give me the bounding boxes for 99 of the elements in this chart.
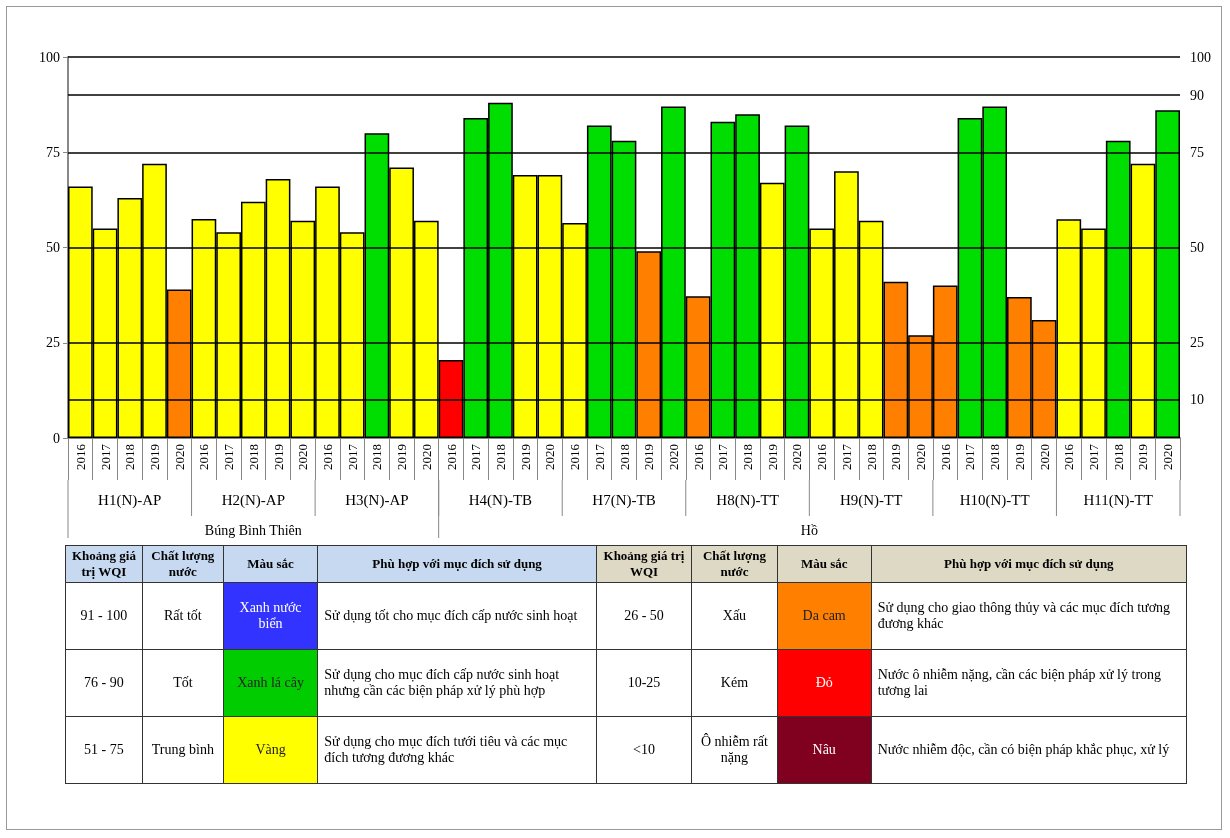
x-tick-label: 2019 (1011, 444, 1027, 470)
text: 76 - 90 (65, 649, 143, 717)
text: H11(N)-TT (1083, 492, 1153, 509)
x-tick-label: 2016 (814, 443, 830, 470)
x-tick-label: 2017 (1086, 443, 1102, 470)
text: Phù hợp với mục đích sử dụng (317, 545, 597, 583)
x-tick-label: 2017 (468, 443, 484, 470)
x-tick-label: 2016 (567, 443, 583, 470)
y-tick-label: 50 (46, 240, 60, 255)
text: Nước ô nhiễm nặng, cần các biện pháp xử lý trong tương lai (871, 649, 1187, 717)
x-tick-label: 2020 (1036, 444, 1052, 470)
text: <10 (596, 716, 692, 784)
text: Hồ (800, 522, 818, 538)
x-tick-label: 2016 (319, 443, 335, 470)
x-tick-label: 2017 (221, 443, 237, 470)
x-tick-label: 2018 (740, 444, 756, 470)
x-tick-label: 2020 (665, 444, 681, 470)
x-tick-label: 2019 (888, 444, 904, 470)
y-tick-label: 100 (39, 49, 60, 65)
text: Sử dụng cho mục đích cấp nước sinh hoạt nhưng cần các biện pháp xử lý phù hợp (317, 649, 597, 717)
y-tick-label: 0 (53, 430, 60, 446)
x-tick-label: 2018 (616, 444, 632, 470)
text: Xanh nước biển (223, 582, 318, 650)
text: Tốt (142, 649, 224, 717)
x-tick-label: 2019 (394, 444, 410, 470)
x-tick-label: 2019 (146, 444, 162, 470)
text: Đỏ (777, 649, 872, 717)
x-tick-label: 2016 (443, 443, 459, 470)
text: H1(N)-AP (98, 492, 162, 509)
text: Trung bình (142, 716, 224, 784)
y2-tick-label: 10 (1190, 392, 1204, 408)
y2-tick-label: 75 (1190, 144, 1204, 160)
x-tick-label: 2019 (1135, 444, 1151, 470)
x-tick-label: 2020 (1160, 444, 1176, 470)
text: Màu sắc (223, 545, 318, 583)
x-tick-label: 2016 (690, 443, 706, 470)
y2-tick-label: 90 (1190, 87, 1204, 103)
x-tick-label: 2019 (517, 444, 533, 470)
x-tick-label: 2017 (97, 443, 113, 470)
x-tick-label: 2020 (913, 444, 929, 470)
x-tick-label: 2018 (492, 444, 508, 470)
text: 26 - 50 (596, 582, 692, 650)
text: Màu sắc (777, 545, 872, 583)
x-tick-label: 2018 (245, 444, 261, 470)
text: Sử dụng cho mục đích tưới tiêu và các mục đích tương đương khác (317, 716, 597, 784)
text: Chất lượng nước (142, 545, 224, 583)
y2-tick-label: 25 (1190, 335, 1204, 351)
x-tick-label: 2018 (987, 444, 1003, 470)
x-tick-label: 2019 (641, 444, 657, 470)
text: H8(N)-TT (716, 492, 779, 509)
text: Kém (691, 649, 778, 717)
text: Da cam (777, 582, 872, 650)
text: 51 - 75 (65, 716, 143, 784)
text: Búng Bình Thiên (204, 522, 302, 538)
y2-tick-label: 50 (1190, 240, 1204, 255)
x-tick-label: 2016 (196, 443, 212, 470)
x-tick-label: 2016 (937, 443, 953, 470)
x-tick-label: 2018 (122, 444, 138, 470)
text: Sử dụng tốt cho mục đích cấp nước sinh hoạt (317, 582, 597, 650)
text: 91 - 100 (65, 582, 143, 650)
x-tick-label: 2020 (542, 444, 558, 470)
x-tick-label: 2018 (369, 444, 385, 470)
x-tick-label: 2017 (715, 443, 731, 470)
x-tick-label: 2019 (270, 444, 286, 470)
y2-tick-label: 100 (1190, 49, 1211, 65)
x-tick-label: 2020 (418, 444, 434, 470)
text: Ô nhiễm rất nặng (691, 716, 778, 784)
text: Nâu (777, 716, 872, 784)
x-tick-label: 2017 (962, 443, 978, 470)
text: Chất lượng nước (691, 545, 778, 583)
text: 10-25 (596, 649, 692, 717)
text: H9(N)-TT (839, 492, 903, 509)
x-tick-label: 2019 (764, 444, 780, 470)
text: H7(N)-TB (592, 492, 656, 509)
text: Xanh lá cây (223, 649, 318, 717)
text: Vàng (223, 716, 318, 784)
text: Nước nhiễm độc, cần có biện pháp khắc phục, xử lý (871, 716, 1187, 784)
text: Phù hợp với mục đích sử dụng (871, 545, 1187, 583)
y-tick-label: 75 (46, 144, 60, 160)
text: Khoảng giá trị WQI (65, 545, 143, 583)
text: H10(N)-TT (959, 492, 1030, 509)
x-tick-label: 2016 (72, 443, 88, 470)
x-tick-label: 2016 (1061, 443, 1077, 470)
x-tick-label: 2020 (789, 444, 805, 470)
text: H4(N)-TB (468, 492, 533, 509)
text: Sử dụng cho giao thông thủy và các mục đích tương đương khác (871, 582, 1187, 650)
x-tick-label: 2017 (591, 443, 607, 470)
text: H3(N)-AP (345, 492, 409, 509)
text: Rất tốt (142, 582, 224, 650)
x-tick-label: 2018 (863, 444, 879, 470)
text: Xấu (691, 582, 778, 650)
x-tick-label: 2017 (344, 443, 360, 470)
text: H2(N)-AP (221, 492, 285, 509)
y-tick-label: 25 (46, 335, 60, 351)
x-tick-label: 2017 (838, 443, 854, 470)
text: Khoảng giá trị WQI (596, 545, 692, 583)
x-tick-label: 2020 (171, 444, 187, 470)
x-tick-label: 2020 (295, 444, 311, 470)
x-tick-label: 2018 (1110, 444, 1126, 470)
